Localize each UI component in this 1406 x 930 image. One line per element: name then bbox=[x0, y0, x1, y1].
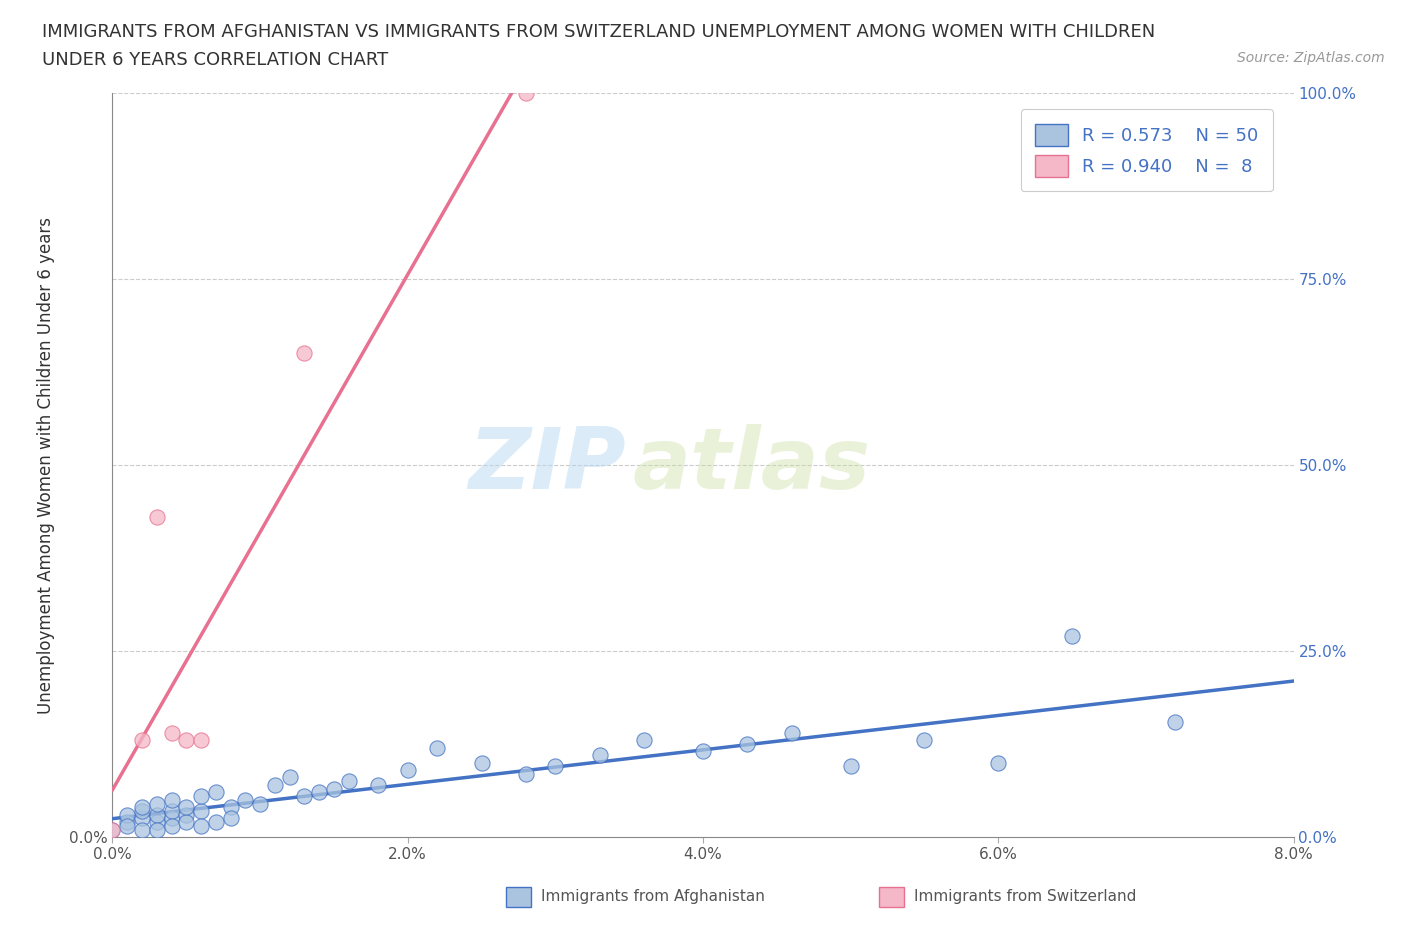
Y-axis label: Unemployment Among Women with Children Under 6 years: Unemployment Among Women with Children U… bbox=[37, 217, 55, 713]
Text: Immigrants from Switzerland: Immigrants from Switzerland bbox=[914, 889, 1136, 904]
Point bbox=[1062, 629, 1084, 644]
Point bbox=[101, 822, 124, 837]
Text: IMMIGRANTS FROM AFGHANISTAN VS IMMIGRANTS FROM SWITZERLAND UNEMPLOYMENT AMONG WO: IMMIGRANTS FROM AFGHANISTAN VS IMMIGRANT… bbox=[42, 23, 1156, 41]
Point bbox=[219, 811, 242, 826]
Point bbox=[174, 807, 197, 822]
Text: Immigrants from Afghanistan: Immigrants from Afghanistan bbox=[541, 889, 765, 904]
Point bbox=[633, 733, 655, 748]
Point bbox=[160, 818, 183, 833]
Point bbox=[146, 807, 169, 822]
Point bbox=[692, 744, 714, 759]
Point bbox=[160, 804, 183, 818]
Point bbox=[588, 748, 610, 763]
Point bbox=[337, 774, 360, 789]
Point bbox=[131, 800, 153, 815]
Point bbox=[249, 796, 271, 811]
Point bbox=[1164, 714, 1187, 729]
Point bbox=[174, 800, 197, 815]
Point bbox=[101, 822, 124, 837]
Point bbox=[146, 510, 169, 525]
Point bbox=[987, 755, 1010, 770]
Point bbox=[426, 740, 449, 755]
Point bbox=[544, 759, 567, 774]
Text: ZIP: ZIP bbox=[468, 423, 626, 507]
Point bbox=[117, 815, 138, 830]
Point bbox=[292, 789, 315, 804]
Point bbox=[515, 86, 537, 100]
Legend: R = 0.573    N = 50, R = 0.940    N =  8: R = 0.573 N = 50, R = 0.940 N = 8 bbox=[1021, 110, 1272, 192]
Point bbox=[117, 818, 138, 833]
Point bbox=[117, 807, 138, 822]
Point bbox=[264, 777, 287, 792]
Point bbox=[367, 777, 389, 792]
Text: Source: ZipAtlas.com: Source: ZipAtlas.com bbox=[1237, 51, 1385, 65]
Point bbox=[160, 725, 183, 740]
Point bbox=[205, 815, 228, 830]
Point bbox=[292, 346, 315, 361]
Point bbox=[737, 737, 759, 751]
Point bbox=[914, 733, 936, 748]
Point bbox=[233, 792, 256, 807]
Point bbox=[471, 755, 494, 770]
Point bbox=[146, 822, 169, 837]
Point bbox=[131, 804, 153, 818]
Point bbox=[308, 785, 330, 800]
Point bbox=[278, 770, 301, 785]
Point bbox=[160, 792, 183, 807]
Point bbox=[146, 815, 169, 830]
Point bbox=[515, 766, 537, 781]
Point bbox=[190, 804, 212, 818]
Point bbox=[146, 796, 169, 811]
Point bbox=[131, 822, 153, 837]
Point bbox=[323, 781, 346, 796]
Text: UNDER 6 YEARS CORRELATION CHART: UNDER 6 YEARS CORRELATION CHART bbox=[42, 51, 388, 69]
Point bbox=[219, 800, 242, 815]
Point bbox=[190, 733, 212, 748]
Point bbox=[160, 811, 183, 826]
Point bbox=[396, 763, 419, 777]
Point bbox=[190, 789, 212, 804]
Point bbox=[839, 759, 862, 774]
Point bbox=[780, 725, 803, 740]
Point bbox=[131, 733, 153, 748]
Point bbox=[174, 733, 197, 748]
Point bbox=[205, 785, 228, 800]
Point bbox=[190, 818, 212, 833]
Point bbox=[174, 815, 197, 830]
Text: atlas: atlas bbox=[633, 423, 870, 507]
Point bbox=[131, 811, 153, 826]
